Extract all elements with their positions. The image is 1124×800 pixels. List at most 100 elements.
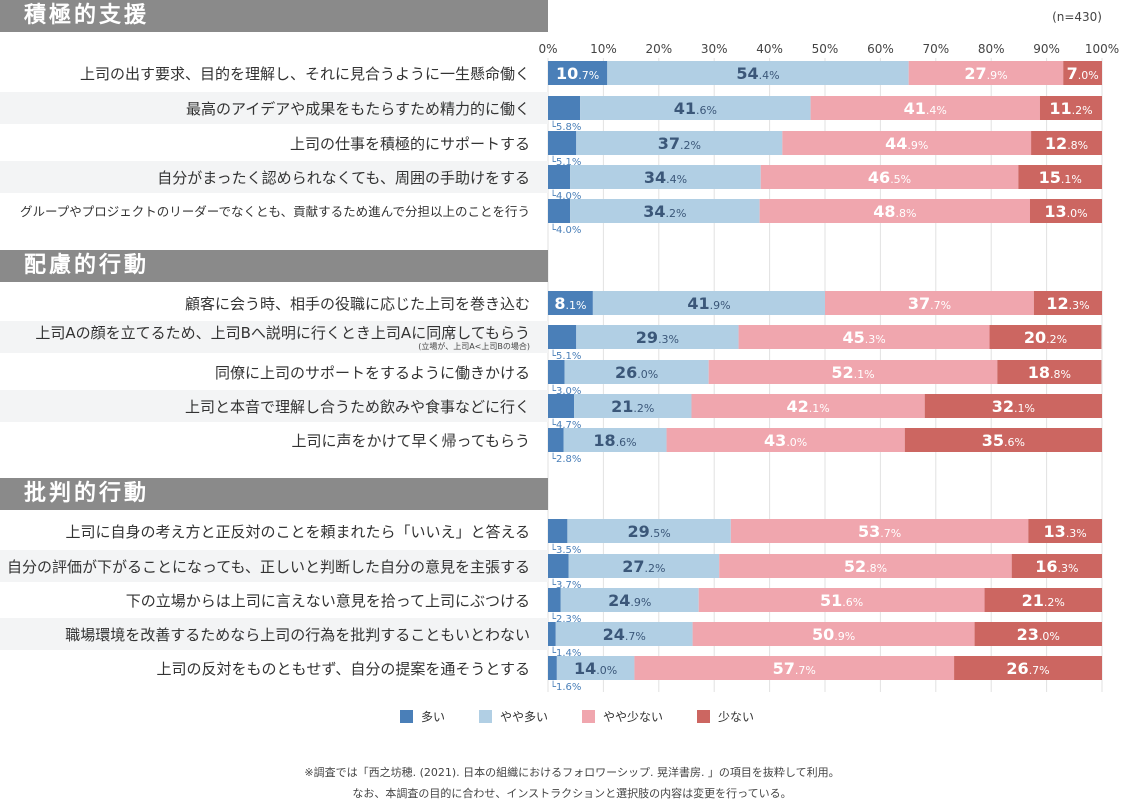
bar-segment: [548, 622, 556, 646]
data-label: 18.8%: [1028, 363, 1071, 382]
data-label-small: └4.0%: [550, 189, 581, 202]
category-label: 上司の出す要求、目的を理解し、それに見合うように一生懸命働く: [79, 65, 530, 83]
data-label-small: └3.0%: [550, 384, 581, 397]
bar-segment: [548, 291, 593, 315]
category-label: 上司の反対をものともせず、自分の提案を通そうとする: [156, 660, 530, 678]
bar-segment: [560, 588, 699, 612]
bar-segment: [548, 165, 571, 189]
bar-segment: [548, 96, 581, 120]
bar-segment: [548, 394, 575, 418]
legend-swatch: [478, 710, 492, 723]
bar-segment: [719, 554, 1012, 578]
data-label: 20.2%: [1024, 328, 1067, 347]
bar-segment: [954, 656, 1102, 680]
category-label: 上司に自身の考え方と正反対のことを頼まれたら「いいえ」と答える: [65, 523, 530, 541]
bar-segment: [1039, 96, 1102, 120]
bar-segment: [548, 554, 569, 578]
bar-segment: [1011, 554, 1102, 578]
data-label: 48.8%: [873, 202, 916, 221]
x-tick-label: 60%: [867, 42, 894, 56]
row-stripe: [0, 390, 548, 422]
data-label: 23.0%: [1017, 625, 1060, 644]
x-tick-label: 80%: [978, 42, 1005, 56]
category-label: 同僚に上司のサポートをするように働きかける: [214, 364, 530, 382]
bar-segment: [738, 325, 990, 349]
category-label: 上司と本音で理解し合うため飲みや食事などに行く: [184, 398, 530, 416]
data-label: 26.7%: [1006, 659, 1049, 678]
data-label-small: └3.7%: [550, 578, 581, 591]
category-label: 上司Aの顔を立てるため、上司Bへ説明に行くとき上司Aに同席してもらう: [35, 324, 530, 342]
bar-segment: [548, 656, 557, 680]
bar-segment: [908, 61, 1064, 85]
bar-segment: [567, 519, 731, 543]
bar-segment: [576, 325, 739, 349]
data-label: 13.0%: [1044, 202, 1087, 221]
data-label: 13.3%: [1044, 522, 1087, 541]
legend-item-few: 少ない: [697, 708, 754, 725]
data-label: 34.4%: [644, 168, 687, 187]
bar-segment: [548, 519, 568, 543]
data-label: 46.5%: [868, 168, 911, 187]
legend: 多い やや多い やや少ない 少ない: [0, 708, 1124, 725]
data-label: 41.9%: [687, 294, 730, 313]
data-label-small: └3.5%: [550, 543, 581, 556]
x-tick-label: 70%: [922, 42, 949, 56]
data-label-small: └5.1%: [550, 349, 581, 362]
x-tick-label: 0%: [538, 42, 557, 56]
bar-segment: [984, 588, 1102, 612]
footnote-source: ※調査では「西之坊穂. (2021). 日本の組織におけるフォロワーシップ. 晃…: [304, 766, 840, 779]
data-label-small: └4.0%: [550, 223, 581, 236]
data-label: 29.5%: [627, 522, 670, 541]
data-label: 52.8%: [844, 557, 887, 576]
bar-segment: [759, 199, 1030, 223]
bar-segment: [555, 622, 693, 646]
bar-segment: [574, 394, 692, 418]
bar-segment: [564, 360, 709, 384]
bar-segment: [974, 622, 1102, 646]
bar-segment: [607, 61, 909, 85]
category-label: 自分の評価が下がることになっても、正しいと判断した自分の意見を主張する: [6, 558, 530, 576]
data-label: 37.7%: [908, 294, 951, 313]
data-label: 41.4%: [904, 99, 947, 118]
data-label-small: └2.8%: [550, 452, 581, 465]
data-label: 57.7%: [773, 659, 816, 678]
data-label: 21.2%: [1022, 591, 1065, 610]
data-label: 44.9%: [885, 134, 928, 153]
row-stripe: [0, 618, 548, 650]
bar-segment: [568, 554, 720, 578]
bar-segment: [997, 360, 1102, 384]
bar-segment: [556, 656, 635, 680]
data-label: 45.3%: [842, 328, 885, 347]
x-tick-label: 20%: [645, 42, 672, 56]
bar-segment: [760, 165, 1019, 189]
section-header: 批判的行動: [0, 478, 548, 510]
data-label: 34.2%: [643, 202, 686, 221]
legend-swatch: [697, 710, 711, 723]
legend-swatch: [399, 710, 413, 723]
bar-segment: [548, 428, 564, 452]
category-label: 自分がまったく認められなくても、周囲の手助けをする: [157, 169, 530, 187]
bar-segment: [691, 394, 925, 418]
legend-item-somewhat-many: やや多い: [478, 708, 548, 725]
data-label-small: └1.4%: [550, 646, 581, 659]
bar-segment: [692, 622, 975, 646]
data-label: 10.7%: [556, 64, 599, 83]
category-sublabel: (立場が、上司A<上司Bの場合): [418, 342, 530, 351]
bar-segment: [698, 588, 985, 612]
data-label: 37.2%: [658, 134, 701, 153]
data-label: 29.3%: [636, 328, 679, 347]
x-tick-label: 40%: [756, 42, 783, 56]
data-label: 32.1%: [992, 397, 1035, 416]
x-tick-label: 50%: [812, 42, 839, 56]
data-label: 12.8%: [1045, 134, 1088, 153]
bar-segment: [1031, 131, 1102, 155]
bar-segment: [580, 96, 811, 120]
bar-segment: [548, 360, 565, 384]
bar-segment: [666, 428, 905, 452]
bar-segment: [570, 165, 761, 189]
bar-segment: [634, 656, 955, 680]
row-stripe: [0, 550, 548, 582]
bar-segment: [548, 199, 571, 223]
